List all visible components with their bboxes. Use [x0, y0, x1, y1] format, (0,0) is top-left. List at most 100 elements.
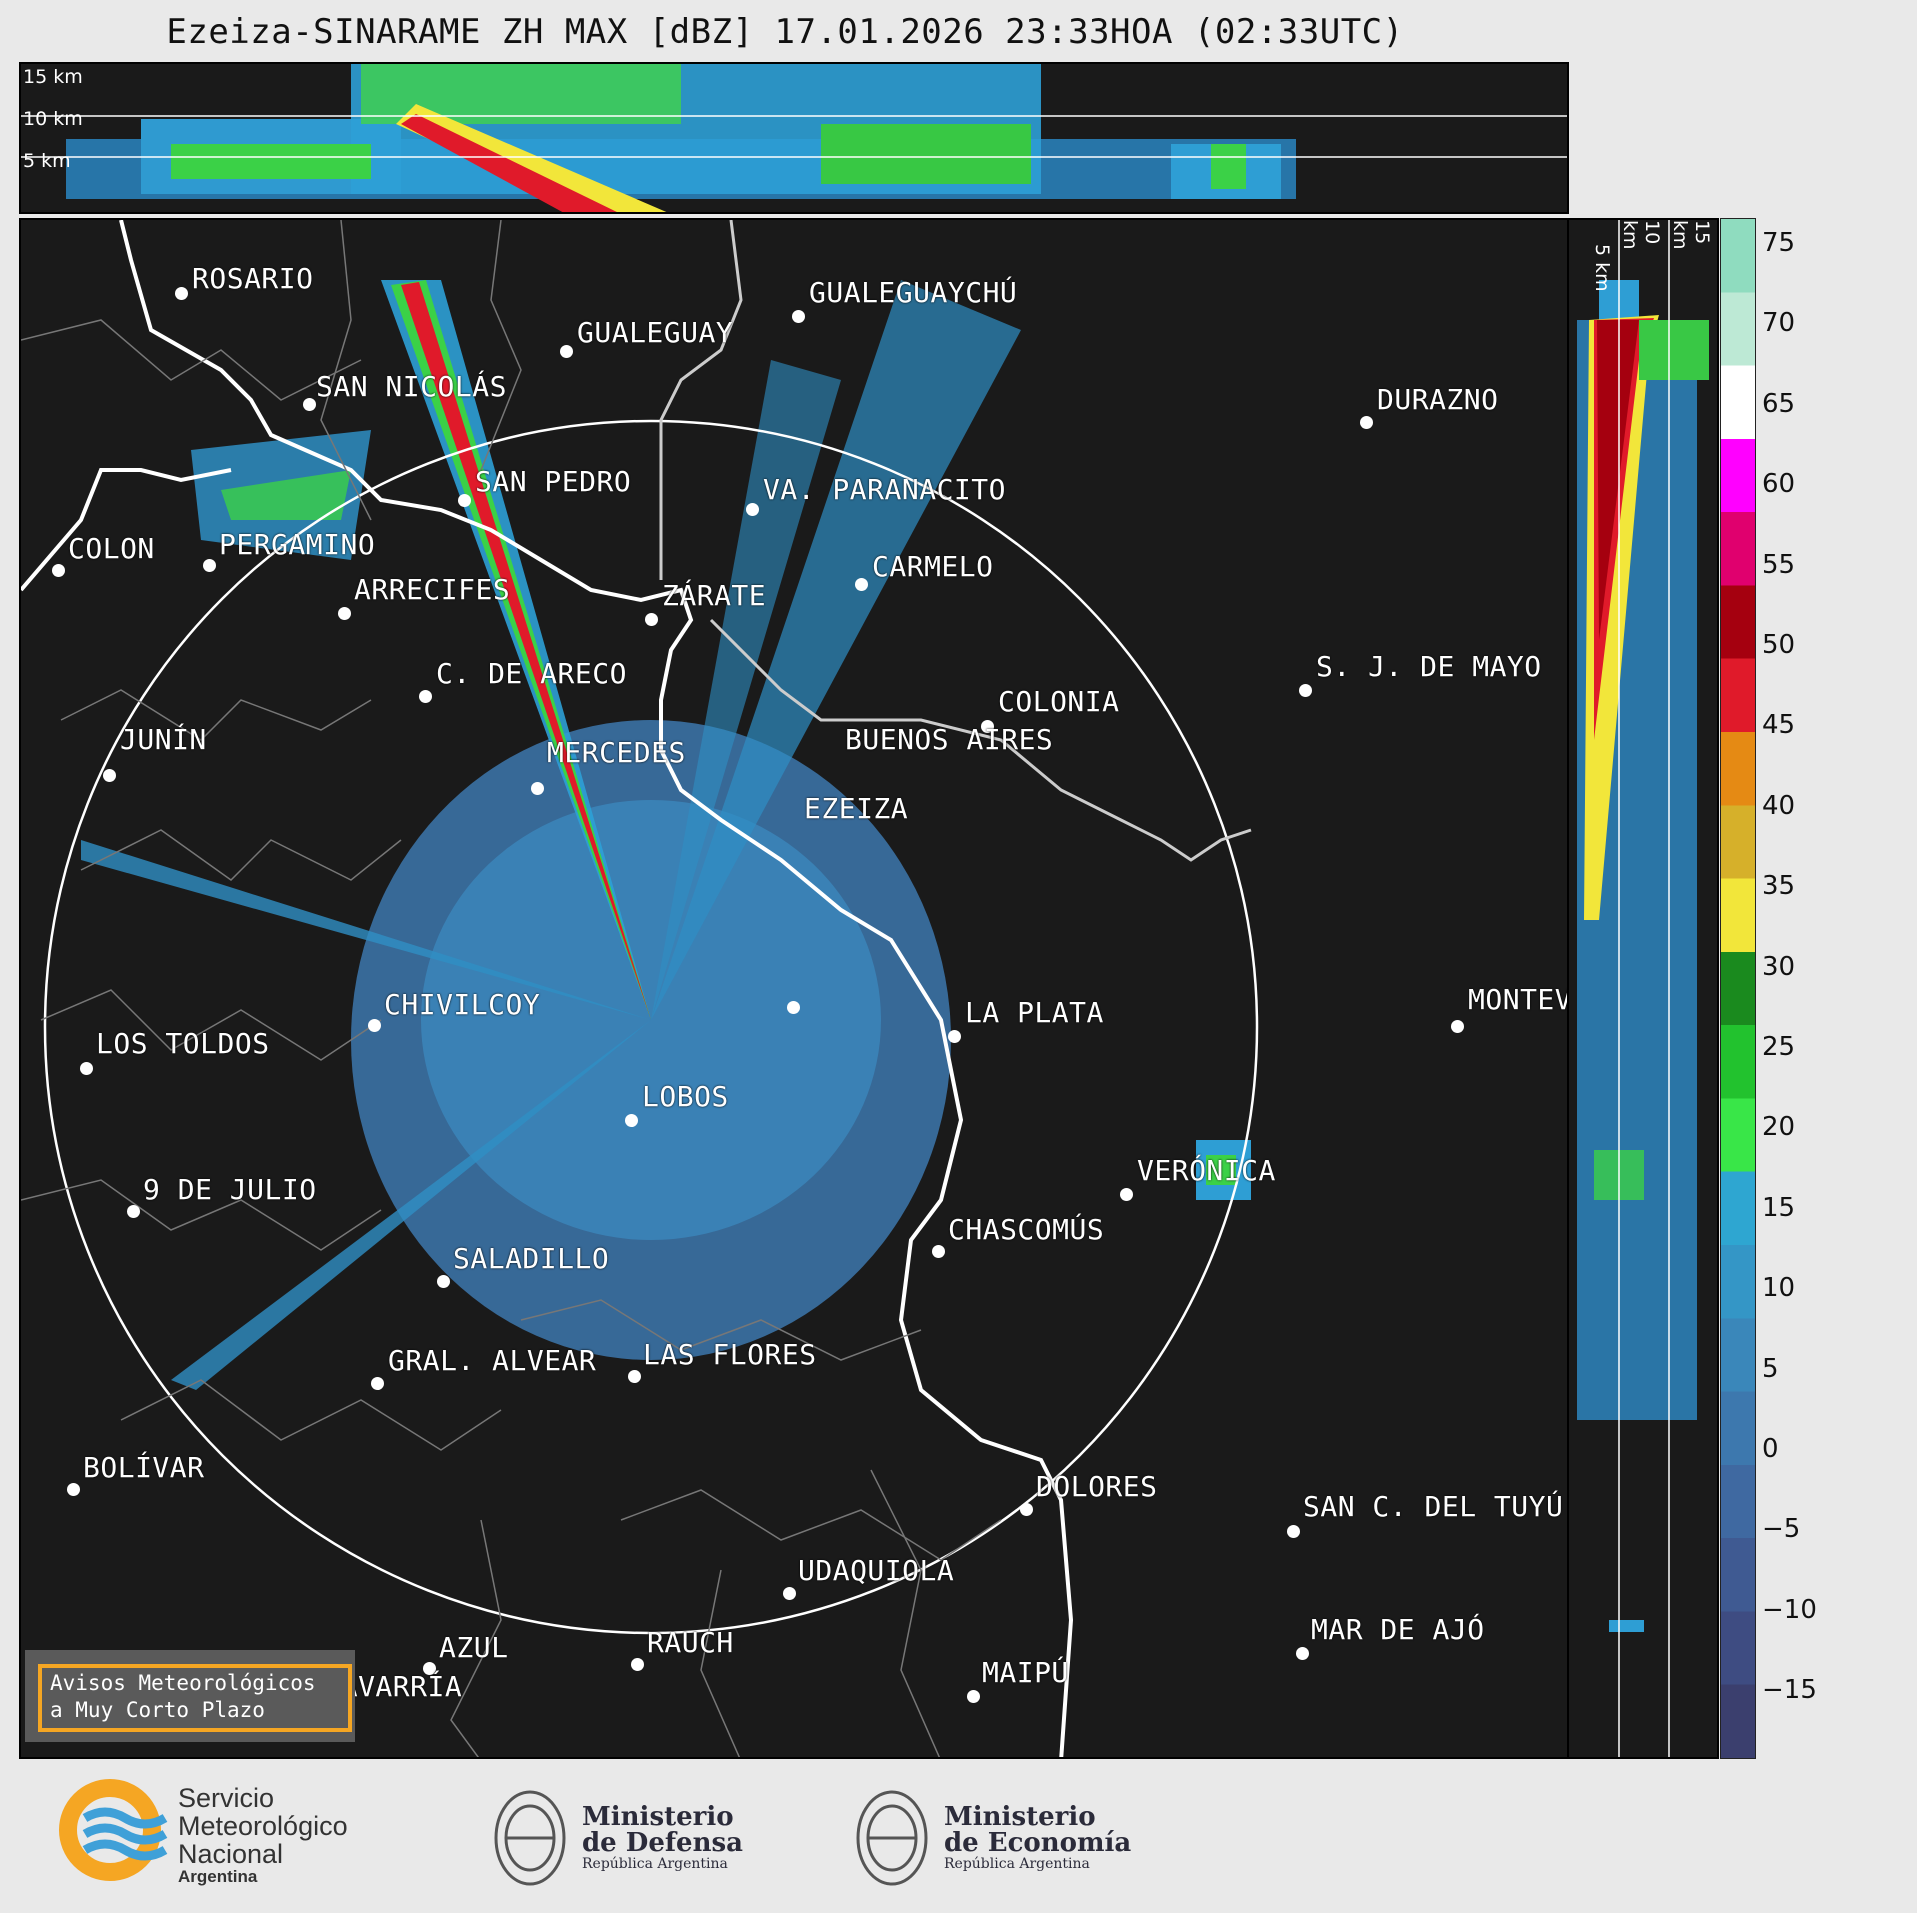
economia-line3: República Argentina [944, 1856, 1090, 1872]
city-label-chascomus: CHASCOMÚS [948, 1213, 1105, 1246]
city-label-veronica: VERÓNICA [1137, 1154, 1276, 1187]
city-label-bolivar: BOLÍVAR [83, 1451, 205, 1484]
city-label-la-plata: LA PLATA [965, 996, 1104, 1029]
avisos-badge-line2: a Muy Corto Plazo [50, 1698, 265, 1722]
city-dot-udaquiola [783, 1587, 796, 1600]
economia-line2: de Economía [944, 1828, 1132, 1858]
city-dot-la-plata [948, 1030, 961, 1043]
colorbar-tick-16: −5 [1762, 1514, 1801, 1545]
city-dot-9-de-julio [127, 1205, 140, 1218]
city-label-las-flores: LAS FLORES [643, 1338, 817, 1371]
city-label-lobos: LOBOS [642, 1080, 729, 1113]
defensa-logo-text: Ministerio de Defensa República Argentin… [582, 1804, 743, 1872]
city-label-gualeguaychu: GUALEGUAYCHÚ [809, 276, 1018, 309]
city-dot-ezeiza [787, 1001, 800, 1014]
colorbar-tick-2: 65 [1762, 388, 1796, 419]
city-label-azul: AZUL [439, 1631, 509, 1664]
city-label-chivilcoy: CHIVILCOY [384, 988, 541, 1021]
city-dot-mercedes [531, 782, 544, 795]
colorbar-tick-11: 20 [1762, 1112, 1796, 1143]
reflectivity-colorbar [1720, 218, 1756, 1759]
city-dot-rauch [631, 1658, 644, 1671]
defensa-line2: de Defensa [582, 1828, 743, 1858]
city-label-san-pedro: SAN PEDRO [475, 465, 632, 498]
city-label-montevideo: MONTEVIDEO [1468, 983, 1567, 1016]
side-cross-section-panel: 5 km 10 km 15 km [1569, 218, 1719, 1759]
defensa-shield-icon [494, 1790, 566, 1886]
avisos-badge: Avisos Meteorológicos a Muy Corto Plazo [25, 1650, 355, 1742]
city-label-c-de-areco: C. DE ARECO [436, 657, 627, 690]
side-altitude-label-5km: 5 km [1591, 244, 1613, 292]
city-dot-gral-alvear [371, 1377, 384, 1390]
colorbar-tick-3: 60 [1762, 469, 1796, 500]
city-label-rauch: RAUCH [647, 1626, 734, 1659]
city-label-durazno: DURAZNO [1377, 383, 1499, 416]
economia-logo-text: Ministerio de Economía República Argenti… [944, 1804, 1131, 1872]
city-dot-colonia [981, 720, 994, 733]
city-label-los-toldos: LOS TOLDOS [96, 1027, 270, 1060]
admin-boundaries [21, 220, 1002, 1757]
city-label-rosario: ROSARIO [192, 262, 314, 295]
smn-line4: Argentina [178, 1867, 258, 1886]
city-dot-gualeguaychu [792, 310, 805, 323]
smn-logo-text: Servicio Meteorológico Nacional Argentin… [178, 1784, 348, 1886]
city-dot-mar-de-ajo [1296, 1647, 1309, 1660]
avisos-badge-line1: Avisos Meteorológicos [50, 1671, 316, 1695]
side-altitude-label-15km: 15 km [1669, 220, 1713, 250]
city-dot-las-flores [628, 1370, 641, 1383]
colorbar-tick-0: 75 [1762, 228, 1796, 258]
smn-line2: Meteorológico [178, 1811, 348, 1841]
city-dot-azul [423, 1662, 436, 1675]
city-dot-lobos [625, 1114, 638, 1127]
colorbar-tick-8: 35 [1762, 871, 1796, 902]
city-dot-carmelo [855, 578, 868, 591]
radar-map-panel: ROSARIO GUALEGUAYCHÚ GUALEGUAY SAN NICOL… [19, 218, 1569, 1759]
smn-line3: Nacional [178, 1839, 284, 1869]
top-cross-section-echoes [21, 64, 1567, 212]
smn-line1: Servicio [178, 1783, 275, 1813]
colorbar-tick-5: 50 [1762, 630, 1796, 660]
city-dot-pergamino [203, 559, 216, 572]
city-label-9-de-julio: 9 DE JULIO [143, 1173, 317, 1206]
city-dot-colon [52, 564, 65, 577]
uruguay-coast [709, 618, 1252, 862]
altitude-label-10km: 10 km [23, 108, 83, 130]
footer-logos: Servicio Meteorológico Nacional Argentin… [0, 1760, 1917, 1909]
colorbar-tick-13: 10 [1762, 1273, 1796, 1304]
city-dot-los-toldos [80, 1062, 93, 1075]
city-dot-c-de-areco [419, 690, 432, 703]
coastline [119, 220, 1074, 1757]
city-label-saladillo: SALADILLO [453, 1242, 610, 1275]
colorbar-tick-18: −15 [1762, 1675, 1817, 1706]
city-label-buenos-aires: BUENOS AIRES [845, 723, 1054, 756]
city-label-gualeguay: GUALEGUAY [577, 316, 734, 349]
city-label-udaquiola: UDAQUIOLA [798, 1554, 955, 1587]
city-label-san-nicolas: SAN NICOLÁS [316, 370, 507, 403]
radar-map-graphics [21, 220, 1259, 1757]
city-dot-chivilcoy [368, 1019, 381, 1032]
city-dot-va-paranacito [746, 503, 759, 516]
defensa-line1: Ministerio [582, 1802, 734, 1832]
side-altitude-label-10km: 10 km [1619, 220, 1663, 250]
city-dot-zarate [645, 613, 658, 626]
economia-shield-icon [856, 1790, 928, 1886]
city-label-ezeiza: EZEIZA [804, 792, 909, 825]
city-label-gral-alvear: GRAL. ALVEAR [388, 1344, 597, 1377]
city-label-mar-de-ajo: MAR DE AJÓ [1311, 1613, 1485, 1646]
city-dot-junin [103, 769, 116, 782]
altitude-label-15km: 15 km [23, 66, 83, 88]
city-dot-durazno [1360, 416, 1373, 429]
city-label-arrecifes: ARRECIFES [354, 573, 511, 606]
colorbar-tick-17: −10 [1762, 1594, 1817, 1625]
city-label-colonia: COLONIA [998, 685, 1120, 718]
colorbar-tick-7: 40 [1762, 790, 1796, 821]
top-cross-section-panel: 15 km 10 km 5 km [19, 62, 1569, 214]
city-dot-gualeguay [560, 345, 573, 358]
city-dot-montevideo [1451, 1020, 1464, 1033]
city-label-san-c-del-tuyu: SAN C. DEL TUYÚ [1303, 1490, 1564, 1523]
city-dot-rosario [175, 287, 188, 300]
city-label-carmelo: CARMELO [872, 550, 994, 583]
city-label-zarate: ZÁRATE [662, 579, 767, 612]
colorbar-tick-4: 55 [1762, 549, 1796, 580]
city-label-mercedes: MERCEDES [547, 736, 686, 769]
